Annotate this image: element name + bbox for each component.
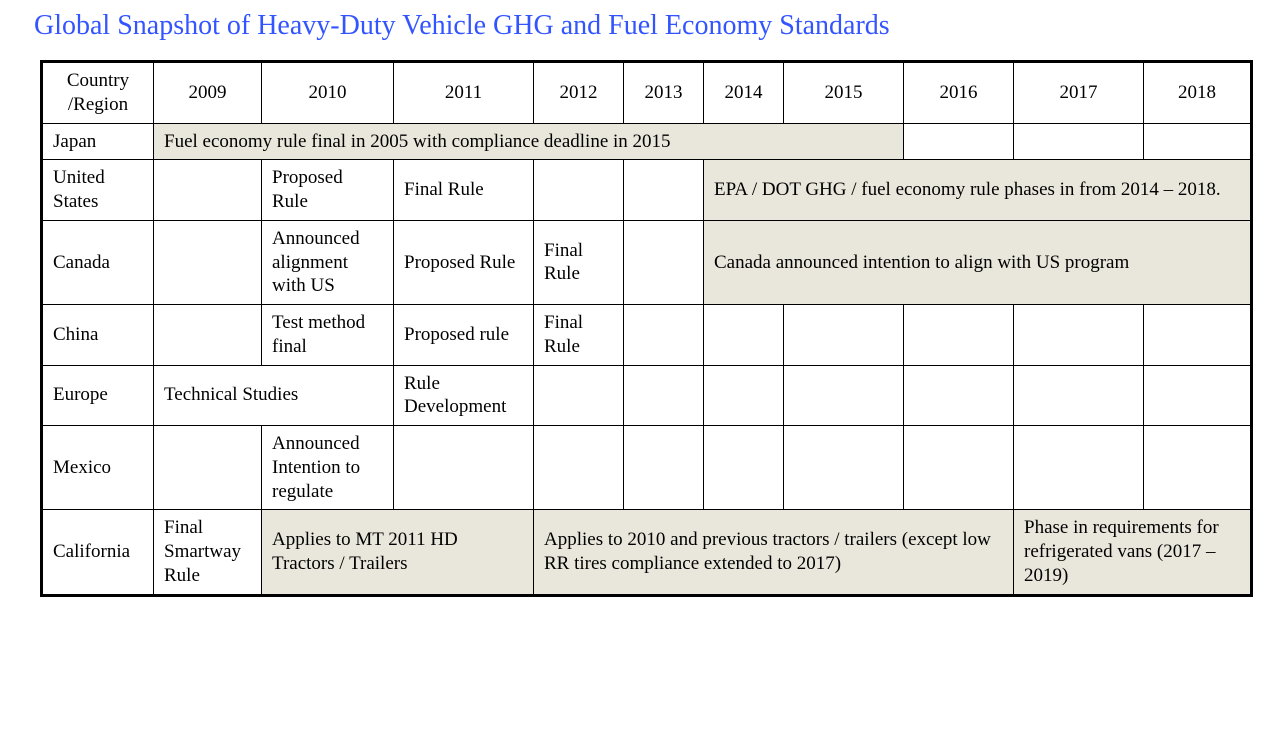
- empty-cell: [904, 305, 1014, 366]
- empty-cell: [784, 426, 904, 510]
- empty-cell: [1144, 365, 1252, 426]
- empty-cell: [1144, 123, 1252, 160]
- canada-2012: Final Rule: [534, 220, 624, 304]
- europe-studies-span: Technical Studies: [154, 365, 394, 426]
- japan-rule-span: Fuel economy rule final in 2005 with com…: [154, 123, 904, 160]
- empty-cell: [534, 160, 624, 221]
- empty-cell: [154, 220, 262, 304]
- empty-cell: [624, 365, 704, 426]
- california-2009: Final Smartway Rule: [154, 510, 262, 595]
- region-label: California: [42, 510, 154, 595]
- california-2012-2016-span: Applies to 2010 and previous tractors / …: [534, 510, 1014, 595]
- region-label: United States: [42, 160, 154, 221]
- col-header-2018: 2018: [1144, 62, 1252, 124]
- empty-cell: [624, 305, 704, 366]
- col-header-2016: 2016: [904, 62, 1014, 124]
- mexico-2010: Announced Intention to regulate: [262, 426, 394, 510]
- col-header-region: Country /Region: [42, 62, 154, 124]
- california-2010-2011-span: Applies to MT 2011 HD Tractors / Trailer…: [262, 510, 534, 595]
- col-header-2010: 2010: [262, 62, 394, 124]
- col-header-2015: 2015: [784, 62, 904, 124]
- empty-cell: [1144, 305, 1252, 366]
- empty-cell: [154, 426, 262, 510]
- empty-cell: [1144, 426, 1252, 510]
- row-europe: Europe Technical Studies Rule Developmen…: [42, 365, 1252, 426]
- empty-cell: [154, 160, 262, 221]
- canada-2010: Announced alignment with US: [262, 220, 394, 304]
- empty-cell: [534, 426, 624, 510]
- col-header-2013: 2013: [624, 62, 704, 124]
- row-japan: Japan Fuel economy rule final in 2005 wi…: [42, 123, 1252, 160]
- row-canada: Canada Announced alignment with US Propo…: [42, 220, 1252, 304]
- row-us: United States Proposed Rule Final Rule E…: [42, 160, 1252, 221]
- row-california: California Final Smartway Rule Applies t…: [42, 510, 1252, 595]
- region-label: Japan: [42, 123, 154, 160]
- europe-2011: Rule Development: [394, 365, 534, 426]
- empty-cell: [624, 220, 704, 304]
- empty-cell: [704, 305, 784, 366]
- table-header-row: Country /Region 2009 2010 2011 2012 2013…: [42, 62, 1252, 124]
- empty-cell: [704, 365, 784, 426]
- us-2010: Proposed Rule: [262, 160, 394, 221]
- empty-cell: [904, 426, 1014, 510]
- row-mexico: Mexico Announced Intention to regulate: [42, 426, 1252, 510]
- empty-cell: [904, 365, 1014, 426]
- region-label: Europe: [42, 365, 154, 426]
- empty-cell: [1014, 426, 1144, 510]
- china-2010: Test method final: [262, 305, 394, 366]
- col-header-2009: 2009: [154, 62, 262, 124]
- us-2011: Final Rule: [394, 160, 534, 221]
- canada-align-span: Canada announced intention to align with…: [704, 220, 1252, 304]
- col-header-2014: 2014: [704, 62, 784, 124]
- standards-table: Country /Region 2009 2010 2011 2012 2013…: [40, 60, 1253, 597]
- china-2012: Final Rule: [534, 305, 624, 366]
- col-header-2011: 2011: [394, 62, 534, 124]
- empty-cell: [704, 426, 784, 510]
- us-phase-span: EPA / DOT GHG / fuel economy rule phases…: [704, 160, 1252, 221]
- empty-cell: [784, 365, 904, 426]
- region-label: China: [42, 305, 154, 366]
- row-china: China Test method final Proposed rule Fi…: [42, 305, 1252, 366]
- empty-cell: [154, 305, 262, 366]
- empty-cell: [904, 123, 1014, 160]
- empty-cell: [624, 160, 704, 221]
- california-2017-2018-span: Phase in requirements for refrigerated v…: [1014, 510, 1252, 595]
- region-label: Mexico: [42, 426, 154, 510]
- empty-cell: [624, 426, 704, 510]
- china-2011: Proposed rule: [394, 305, 534, 366]
- region-label: Canada: [42, 220, 154, 304]
- page-title: Global Snapshot of Heavy-Duty Vehicle GH…: [34, 10, 1253, 42]
- empty-cell: [1014, 305, 1144, 366]
- col-header-2017: 2017: [1014, 62, 1144, 124]
- empty-cell: [1014, 365, 1144, 426]
- empty-cell: [534, 365, 624, 426]
- empty-cell: [784, 305, 904, 366]
- empty-cell: [394, 426, 534, 510]
- canada-2011: Proposed Rule: [394, 220, 534, 304]
- col-header-2012: 2012: [534, 62, 624, 124]
- empty-cell: [1014, 123, 1144, 160]
